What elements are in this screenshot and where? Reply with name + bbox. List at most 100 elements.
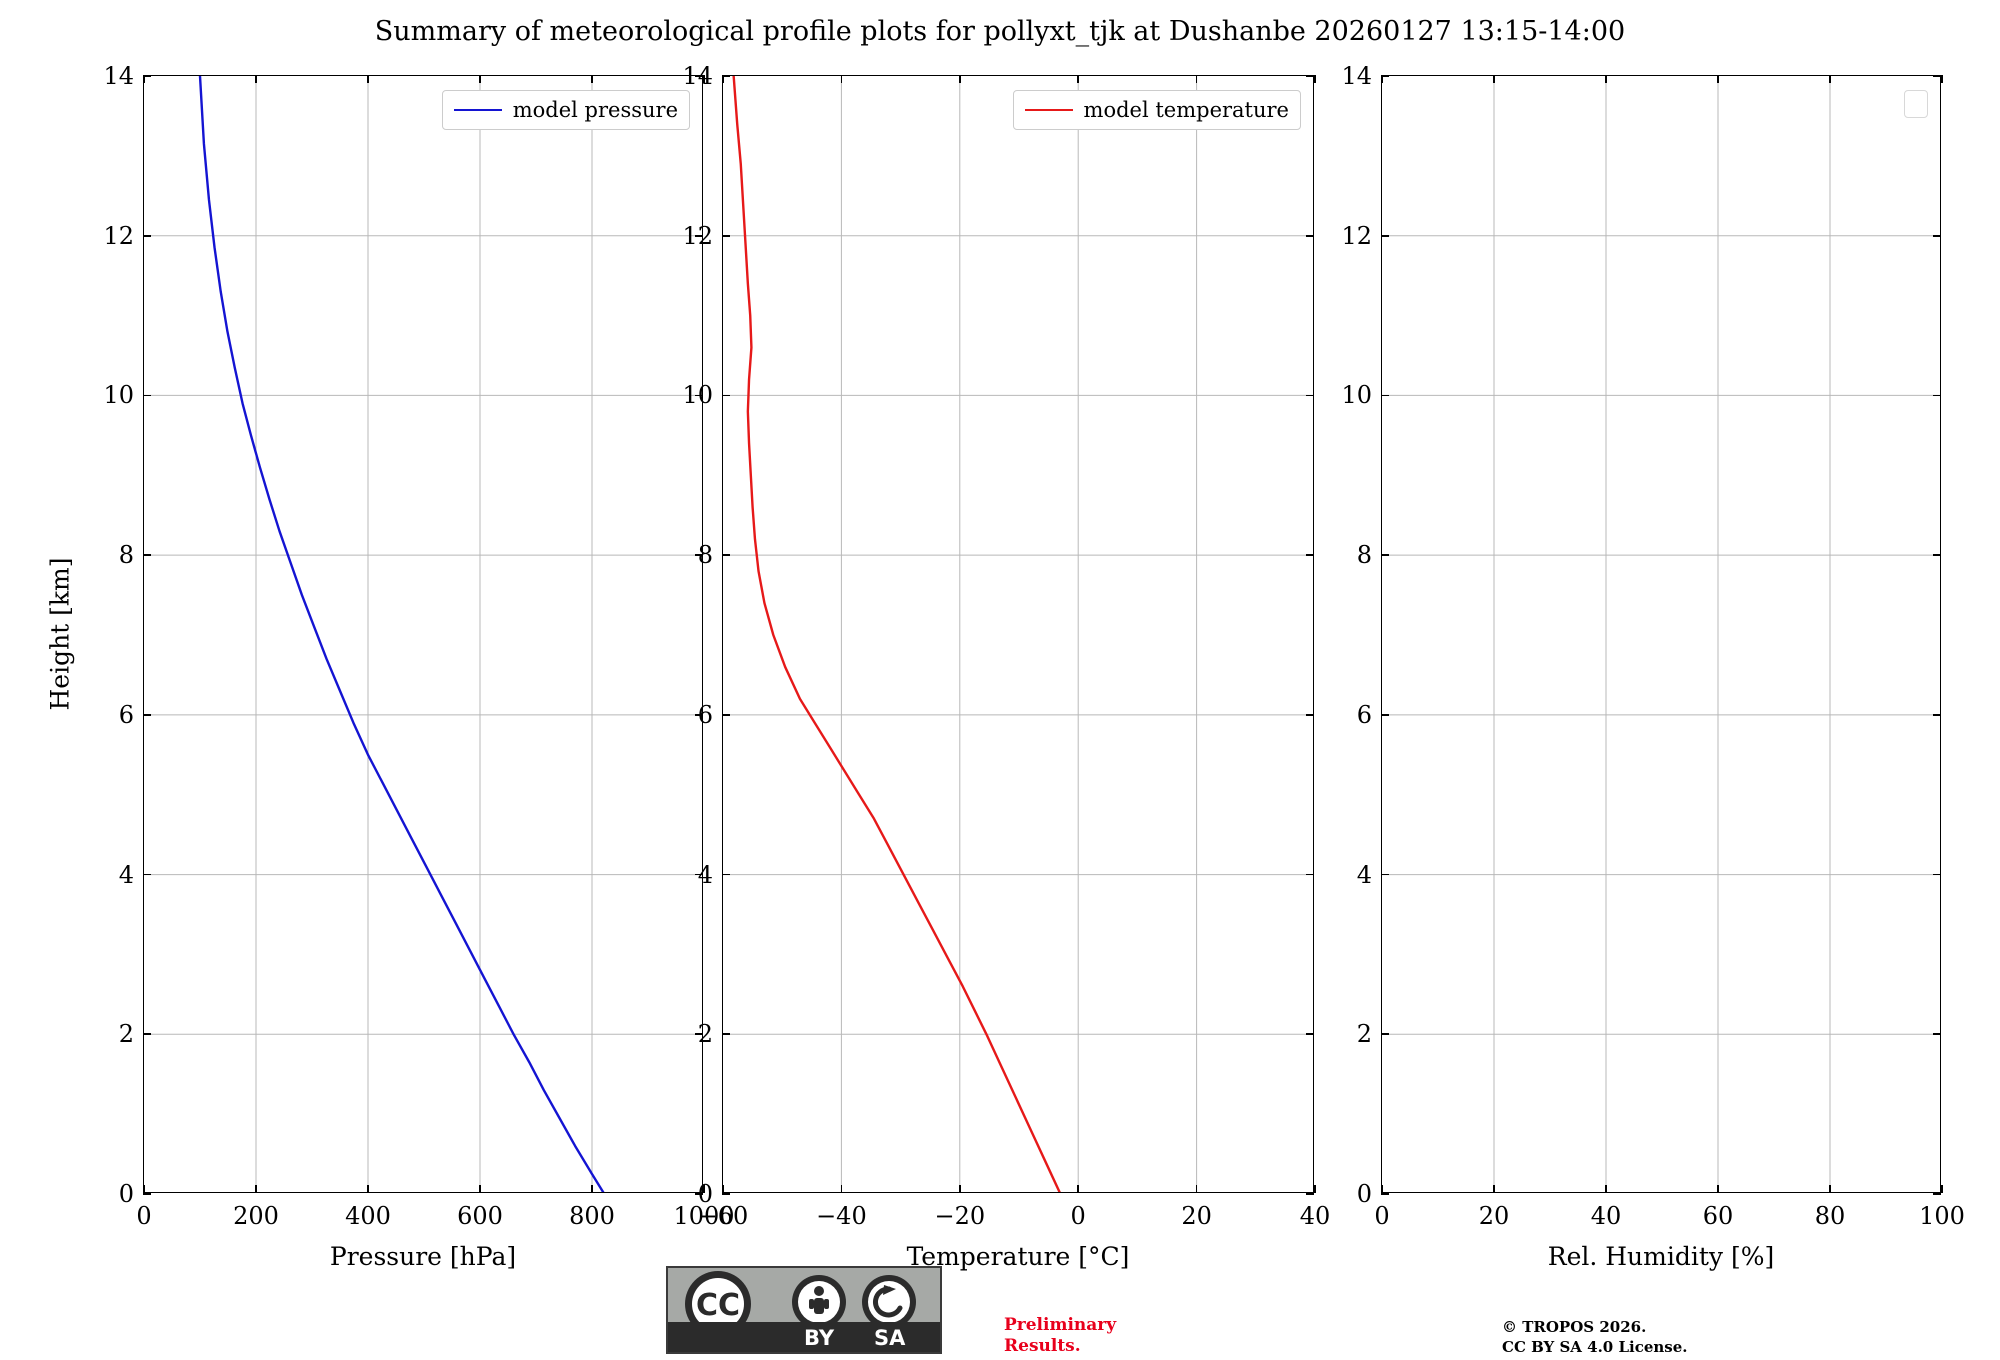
y-tick-right [1306,873,1314,876]
y-tick-label: 14 [1341,62,1372,90]
x-tick-label: 400 [345,1202,391,1230]
y-tick-left [722,75,730,77]
cc-sa-label: SA [874,1326,906,1350]
y-tick-label: 12 [682,221,713,250]
x-tick-bottom [1941,1185,1943,1193]
x-tick-label: 200 [233,1202,279,1230]
y-tick-left [722,234,730,237]
legend-temperature[interactable]: model temperature [1012,90,1301,130]
x-tick-top [1195,75,1198,83]
x-tick-bottom [479,1185,481,1193]
y-axis-label: Height [km] [45,557,75,711]
y-tick-label: 14 [103,62,134,90]
page-title: Summary of meteorological profile plots … [374,16,1626,47]
x-tick-top [840,75,843,83]
y-tick-right [695,234,703,237]
y-tick-left [1381,1193,1389,1195]
y-tick-left [143,554,151,556]
legend-swatch-pressure [453,109,502,111]
x-tick-top [591,75,593,83]
y-tick-label: 4 [1356,860,1372,889]
x-tick-top [255,75,257,83]
y-tick-right [695,873,703,876]
x-axis-label-pressure: Pressure [hPa] [329,1242,517,1271]
y-tick-right [1306,75,1314,77]
x-tick-label: 1000 [673,1202,735,1230]
y-tick-right [1306,394,1314,397]
y-tick-right [1933,554,1941,556]
svg-text:CC: CC [696,1288,740,1323]
panel-temperature: model temperature Temperature [°C] −60 −4… [682,62,1330,1271]
y-tick-label: 4 [697,860,713,889]
cc-by-label: BY [804,1326,835,1350]
y-tick-left [143,1033,151,1036]
preliminary-results-note: Preliminary Results. [1004,1315,1117,1357]
y-tick-label: 2 [1356,1020,1372,1049]
x-tick-label: −20 [934,1202,986,1230]
x-tick-top [479,75,481,83]
y-tick-label: 6 [118,700,134,729]
y-tick-right [1933,394,1941,397]
y-tick-right [1933,75,1941,77]
y-tick-right [1306,1193,1314,1195]
y-tick-left [722,1193,730,1195]
y-tick-left [143,394,151,397]
y-tick-label: 12 [1341,221,1372,250]
x-tick-bottom [1195,1185,1198,1193]
cc-license-badge: CC BY SA [666,1266,942,1354]
y-tick-label: 8 [697,541,713,570]
x-tick-label: −60 [697,1202,749,1230]
y-tick-left [143,1193,151,1195]
y-tick-left [722,554,730,556]
y-tick-label: 10 [103,381,134,410]
x-tick-top [1941,75,1943,83]
x-tick-label: −40 [816,1202,867,1230]
legend-humidity-empty[interactable] [1904,90,1928,118]
y-tick-label: 6 [697,700,713,729]
y-tick-label: 0 [697,1180,713,1208]
x-tick-bottom [1314,1185,1316,1193]
y-tick-right [1933,873,1941,876]
x-tick-label: 80 [1814,1202,1846,1230]
legend-pressure[interactable]: model pressure [441,90,690,130]
legend-label-temperature: model temperature [1083,98,1289,122]
y-tick-left [143,873,151,876]
y-tick-label: 8 [118,541,134,570]
y-tick-right [1306,714,1314,716]
panel-pressure: model pressure Pressure [hPa] 0 200 400 600… [103,62,734,1271]
y-tick-left [722,394,730,397]
y-tick-left [1381,75,1389,77]
cc-sa-share-alike-icon [862,1275,916,1329]
x-tick-label: 100 [1919,1202,1965,1230]
y-tick-left [722,873,730,876]
x-tick-label: 60 [1702,1202,1734,1230]
x-tick-bottom [703,1185,705,1193]
x-tick-top [1605,75,1607,83]
y-tick-label: 0 [1356,1180,1372,1208]
y-tick-label: 10 [682,381,713,410]
x-tick-top [1493,75,1495,83]
y-tick-label: 2 [697,1020,713,1049]
y-tick-left [1381,394,1389,397]
x-axis-label-temperature: Temperature [°C] [906,1242,1130,1271]
x-tick-bottom [591,1185,593,1193]
y-tick-left [143,234,151,237]
plot-area-humidity [1382,76,1940,1192]
y-tick-right [695,714,703,716]
y-tick-right [1933,1033,1941,1036]
y-tick-right [695,554,703,556]
y-tick-right [1933,234,1941,237]
y-tick-left [722,1033,730,1036]
x-tick-bottom [722,1185,724,1193]
data-curve-pressure [198,76,605,1192]
y-tick-left [1381,714,1389,716]
x-tick-label: 600 [457,1202,503,1230]
y-tick-right [695,1193,703,1195]
copyright-note: © TROPOS 2026. CC BY SA 4.0 License. [1502,1318,1688,1356]
plot-area-temperature [723,76,1313,1192]
cc-badge-bottom-bar [668,1322,940,1352]
x-tick-label: 800 [569,1202,615,1230]
y-tick-right [1306,554,1314,556]
y-tick-right [1933,714,1941,716]
x-tick-top [1314,75,1316,83]
